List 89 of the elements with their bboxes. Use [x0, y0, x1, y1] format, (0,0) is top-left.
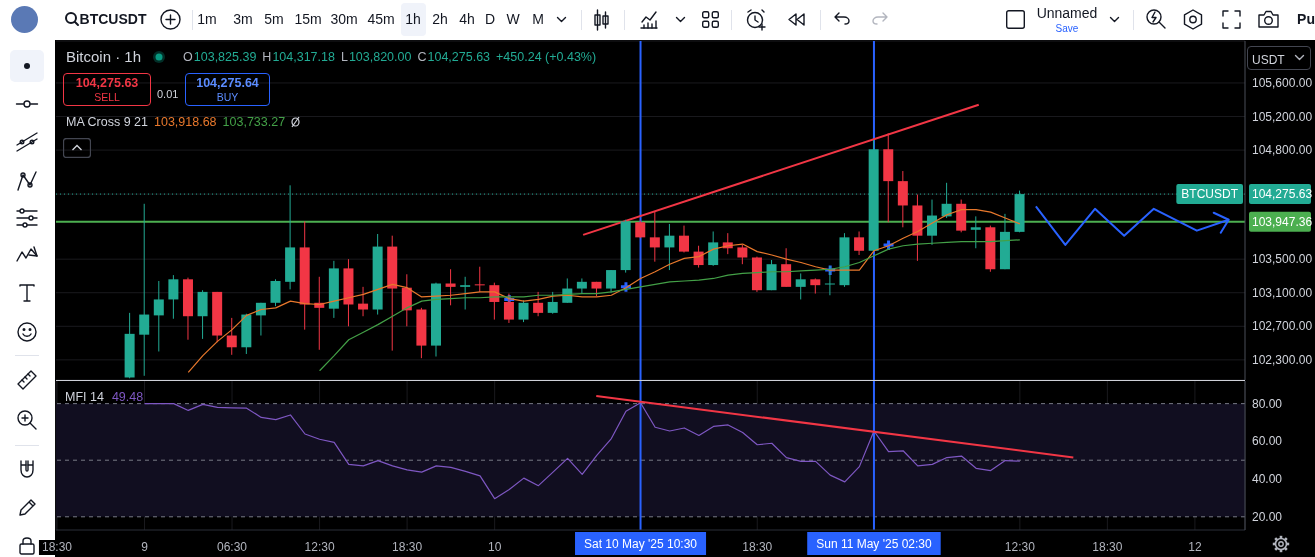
y-tick-label: 102,700.00: [1252, 319, 1313, 334]
candlestick: [970, 215, 981, 249]
x-tick-label: 12:30: [304, 540, 335, 554]
ref-line-label: BTCUSDT: [1181, 187, 1239, 202]
candlestick: [547, 291, 558, 315]
x-tick-label: 18:30: [41, 540, 73, 554]
candlestick: [737, 244, 748, 265]
text: 45m: [367, 11, 395, 27]
y-tick-label: 103,500.00: [1252, 252, 1313, 267]
ref-line-label: Sat 10 May '25 10:30: [584, 537, 698, 551]
text: USDT: [1252, 53, 1285, 67]
candlestick: [927, 199, 938, 246]
annotation: 104,275.63: [75, 75, 139, 90]
annotation: 104,275.64: [196, 75, 259, 90]
y-tick-label: 105,600.00: [1252, 75, 1313, 90]
candlestick: [679, 225, 689, 253]
candlestick: [518, 299, 529, 323]
x-tick-label: 18:30: [742, 540, 773, 554]
annotation: 104,275.63: [427, 49, 491, 64]
x-tick-label: 12:30: [1004, 540, 1036, 554]
x-tick-label: 18:30: [392, 540, 423, 554]
line-series: [143, 402, 1021, 500]
candlestick: [358, 286, 369, 317]
annotation: BUY: [216, 89, 239, 104]
x-tick-label: 9: [141, 540, 149, 554]
y-tick-label: 102,300.00: [1252, 352, 1313, 367]
candlestick: [139, 203, 150, 377]
annotation: 103,825.39: [193, 49, 257, 64]
y-tick-label: 20.00: [1252, 509, 1283, 524]
buy-button: 104,275.64 BUY: [185, 73, 270, 106]
text: BTCUSDT: [79, 11, 147, 27]
annotation: 103,918.68: [153, 115, 217, 129]
annotation: O: [183, 49, 193, 64]
candlestick: [460, 276, 471, 311]
annotation: 104,317.18: [272, 49, 335, 64]
text: 2h: [432, 11, 448, 27]
y-tick-label: 104,800.00: [1252, 143, 1313, 158]
annotation: MA Cross 9 21: [66, 115, 148, 129]
x-tick-label: 12: [1188, 540, 1202, 554]
candlestick: [781, 247, 792, 288]
text: W: [506, 11, 520, 27]
text: Bitcoin · 1h: [66, 48, 142, 65]
annotation: 103,733.27: [222, 115, 286, 129]
text: 30m: [330, 11, 358, 27]
text: D: [484, 11, 496, 27]
x-tick-label: 10: [487, 540, 502, 554]
annotation: 0.01: [157, 88, 179, 100]
annotation: MFI 14: [65, 390, 104, 404]
text: Pu: [1297, 11, 1315, 27]
candlestick: [168, 274, 179, 320]
text: 5m: [264, 11, 284, 27]
annotation: 103,820.00: [348, 49, 412, 64]
ref-line-label: Sun 11 May '25 02:30: [816, 537, 933, 551]
text: M: [532, 11, 544, 27]
candlestick: [824, 265, 835, 296]
y-tick-label: 103,100.00: [1252, 285, 1313, 300]
x-tick-label: 06:30: [217, 540, 248, 554]
text: 1h: [405, 11, 421, 27]
candlestick: [854, 230, 865, 256]
candlestick: [226, 317, 237, 356]
annotation: 49.48: [111, 390, 144, 404]
x-tick-label: 18:30: [1092, 540, 1123, 554]
candlestick: [533, 291, 544, 317]
line-series: [318, 239, 1021, 372]
candlestick: [606, 269, 617, 294]
candlestick: [576, 277, 587, 295]
candlestick: [270, 278, 281, 307]
annotation: C: [417, 49, 427, 64]
text: 1m: [197, 11, 217, 27]
annotation: H: [262, 49, 272, 64]
y-tick-label: 60.00: [1252, 434, 1283, 449]
text: Unnamed: [1036, 5, 1098, 21]
candlestick: [795, 272, 806, 300]
annotation: SELL: [94, 89, 120, 104]
candlestick: [708, 230, 719, 267]
text: 4h: [459, 11, 475, 27]
sell-button: 104,275.63 SELL: [63, 73, 151, 106]
y-tick-label: 80.00: [1252, 396, 1283, 411]
y-tick-label: 105,200.00: [1252, 109, 1313, 124]
candlestick: [503, 293, 514, 324]
text: Save: [1055, 23, 1079, 34]
candlestick: [153, 280, 164, 352]
text: 15m: [294, 11, 322, 27]
candlestick: [474, 266, 485, 293]
candlestick: [664, 223, 675, 271]
text: 3m: [233, 11, 253, 27]
y-tick-label: 40.00: [1252, 472, 1283, 487]
annotation: +450.24 (+0.43%): [496, 49, 597, 64]
annotation: L: [340, 49, 348, 64]
